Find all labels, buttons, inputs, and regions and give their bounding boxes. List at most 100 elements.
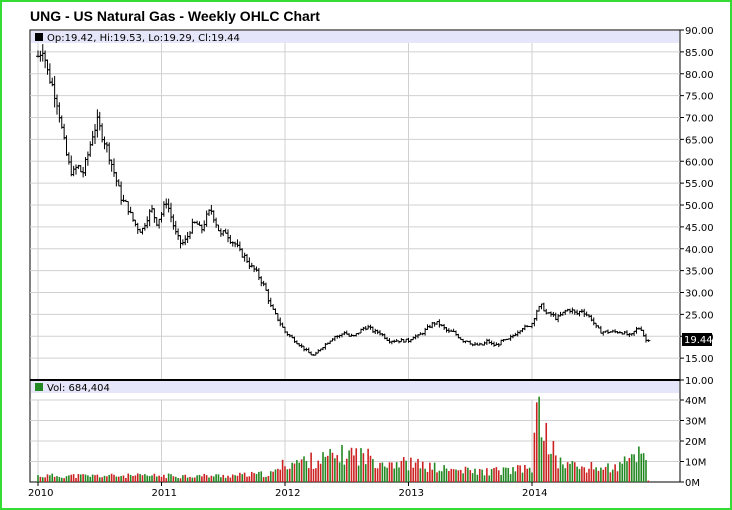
volume-bar [595,467,597,482]
volume-bar [531,472,533,482]
price-tick-label: 25.00 [685,310,714,321]
price-legend-band [31,31,679,43]
volume-bar [462,473,464,482]
volume-bar [507,467,510,482]
volume-bar [642,453,645,482]
volume-bar [547,454,550,482]
volume-bar [630,454,633,482]
volume-bar [355,448,358,482]
volume-bar [75,478,77,482]
x-tick-label: 2014 [522,488,547,499]
volume-bar [227,475,229,482]
volume-bar [307,468,310,482]
volume-bar [132,475,134,482]
volume-bar [391,462,393,482]
volume-bar [486,468,488,482]
volume-bar [248,476,251,482]
price-tick-label: 85.00 [685,48,714,59]
ohlc-bar [646,339,651,342]
volume-bar [452,469,455,482]
volume-bar [564,468,567,482]
volume-bar [581,466,583,482]
volume-bar [524,464,526,482]
volume-bar [343,464,346,482]
volume-bar [488,475,491,482]
volume-bar [53,476,56,482]
volume-bar [46,474,49,482]
volume-bar [429,462,431,482]
volume-bar [583,467,586,482]
volume-bar [571,461,574,482]
volume-bar [179,478,182,482]
last-price-box [682,333,712,346]
volume-bar [509,474,512,482]
volume-bar [469,470,472,482]
volume-bar [379,462,381,482]
volume-bar [369,455,372,482]
volume-bar [431,469,434,482]
volume-bar [265,476,267,482]
volume-bar [614,464,616,482]
volume-bar [476,474,479,482]
volume-bar [412,467,415,482]
volume-bar [77,474,80,482]
volume-bar [588,468,590,482]
volume-bar [533,432,536,482]
volume-bar [63,478,65,482]
volume-bar [521,472,524,482]
volume-bar [122,475,125,482]
volume-bar [426,471,429,482]
volume-bar [621,463,624,482]
volume-bar [516,465,519,482]
volume-bar [136,473,139,482]
volume-bar [457,470,460,482]
volume-bar [514,471,517,482]
price-tick-label: 30.00 [685,289,714,300]
last-price-label: 19.44 [684,335,713,346]
price-grid [30,43,680,380]
volume-bar [464,466,467,482]
volume-bar [455,469,457,482]
price-tick-label: 10.00 [685,376,714,387]
volume-bar [628,457,631,482]
volume-bar [419,468,422,482]
volume-bar [134,475,137,482]
x-tick-label: 2012 [275,488,300,499]
volume-bar [326,455,329,482]
volume-bar [205,475,208,482]
volume-bar [106,476,108,482]
volume-bar [611,469,614,482]
volume-bar [341,444,343,482]
volume-bar [129,474,132,482]
volume-bar [474,468,476,482]
volume-bar [241,474,244,482]
price-tick-label: 15.00 [685,354,714,365]
volume-bar [291,462,293,482]
volume-bar [502,467,505,482]
volume-bar [585,472,588,482]
volume-bar [481,469,483,482]
volume-bar [89,476,92,482]
volume-tick-label: 20M [685,437,706,448]
volume-bar [433,462,436,482]
volume-bar [281,459,284,482]
volume-bar [305,460,308,482]
volume-bar [609,472,612,482]
volume-legend: Vol: 684,404 [47,383,110,394]
volume-bar [607,463,609,482]
volume-bar [184,474,187,482]
volume-bar [324,456,327,482]
volume-bar [103,475,106,482]
volume-bar [619,462,621,482]
price-tick-label: 45.00 [685,223,714,234]
volume-bar [357,465,360,482]
volume-bar [367,448,369,482]
volume-bar [151,475,153,482]
volume-bar [424,468,426,482]
volume-bar [224,477,227,482]
volume-bar [174,476,177,482]
volume-bar [296,460,298,482]
volume-bar [386,467,388,482]
volume-bar [65,476,68,482]
volume-bar [626,461,628,482]
